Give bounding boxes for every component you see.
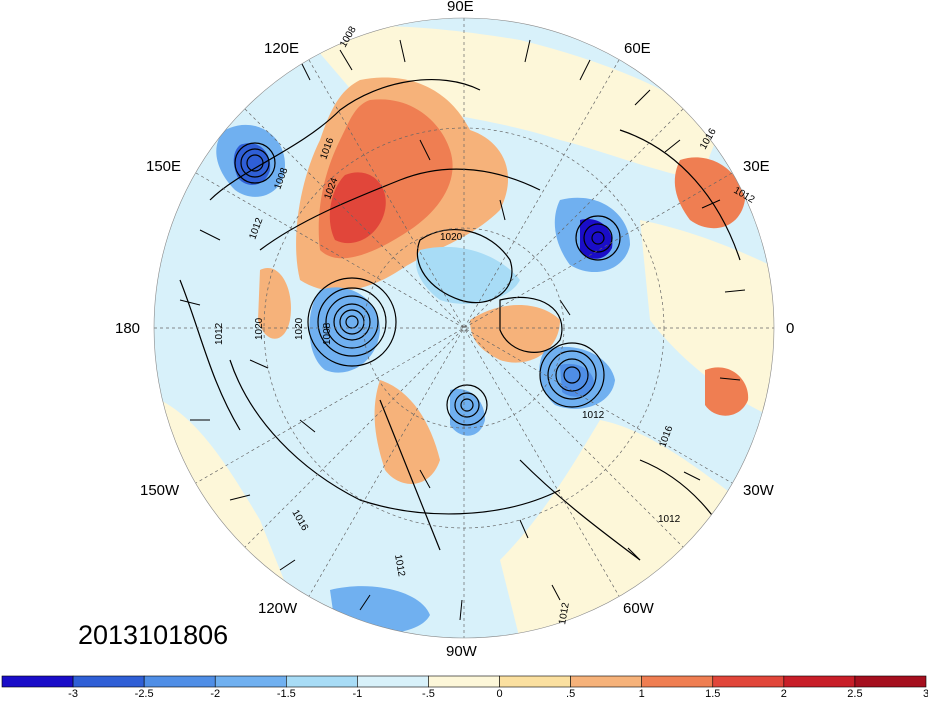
anomaly-pos-weak [300,25,720,180]
colorbar-swatch [214,675,287,688]
colorbar-tick-label: 1 [638,688,645,700]
lon-label-30e: 30E [743,158,770,175]
lon-label-150e: 150E [146,158,182,175]
colorbar-tick-label: -2.5 [134,688,154,700]
anomaly-pos-weak [640,220,774,420]
anomaly-cold-pacific-core [233,143,271,185]
lon-label-30w: 30W [743,482,774,499]
colorbar-tick-label: -1.5 [276,688,296,700]
isobars [179,79,741,561]
colorbar-swatch [286,675,358,688]
colorbar-tick-label: -2 [210,688,221,700]
colorbar-tick-label: 2.5 [847,688,863,700]
colorbar-swatch [783,675,856,688]
anomaly-cold-arctic [309,287,380,373]
colorbar [1,675,927,688]
map-boundary [153,17,775,639]
colorbar-tick-label: -3 [68,688,78,700]
colorbar-swatch [712,675,785,688]
graticule [154,18,774,638]
isobar-label: 1012 [392,554,407,578]
colorbar-tick-label: 2 [780,688,787,700]
anomaly-warm-europe [674,157,745,229]
colorbar-swatch [428,675,500,688]
isobar-label: 1020 [440,232,463,243]
anomaly-warm-north-america [374,380,440,484]
colorbar-tick-label: 3 [922,688,928,700]
lon-label-150w: 150W [140,482,180,499]
anomaly-warm-pacific [258,268,291,339]
colorbar-swatch [854,675,927,688]
lon-label-120e: 120E [264,40,300,57]
anomaly-cold-atlantic-core [560,363,595,397]
colorbar-swatch [143,675,216,688]
colorbar-tick-label: 1.5 [705,688,721,700]
lon-label-60w: 60W [623,600,654,617]
isobar-label: 1012 [582,410,605,421]
isobar-label: 1008 [322,322,333,345]
anomaly-warm-siberia-core [329,172,386,244]
colorbar-swatch [1,675,74,688]
anomaly-warm-arctic [470,305,560,363]
colorbar-swatch [499,675,571,688]
anomaly-cold-canada [450,389,485,436]
date-stamp: 2013101806 [78,620,229,650]
wind-barbs [179,39,746,621]
colorbar-swatch [357,675,429,688]
colorbar-tick-label: -1 [352,688,363,700]
isobar-label: 1020 [294,317,305,340]
colorbar-swatch [72,675,145,688]
isobar-label: 1012 [214,322,225,345]
lon-label-180: 180 [115,320,141,337]
isobar-label: 1012 [658,514,681,525]
isobar-label: 1020 [254,317,265,340]
colorbar-swatch [641,675,714,688]
lon-label-90e: 90E [447,0,474,15]
colorbar-tick-label: -.5 [422,688,435,700]
colorbar-swatch [570,675,642,688]
isobar-label: 1012 [557,601,572,625]
lon-label-0: 0 [786,320,795,337]
lon-label-120w: 120W [258,600,298,617]
lon-label-60e: 60E [624,40,651,57]
lon-label-90w: 90W [446,643,477,660]
colorbar-tick-label: .5 [566,688,576,700]
colorbar-tick-label: 0 [496,688,503,700]
